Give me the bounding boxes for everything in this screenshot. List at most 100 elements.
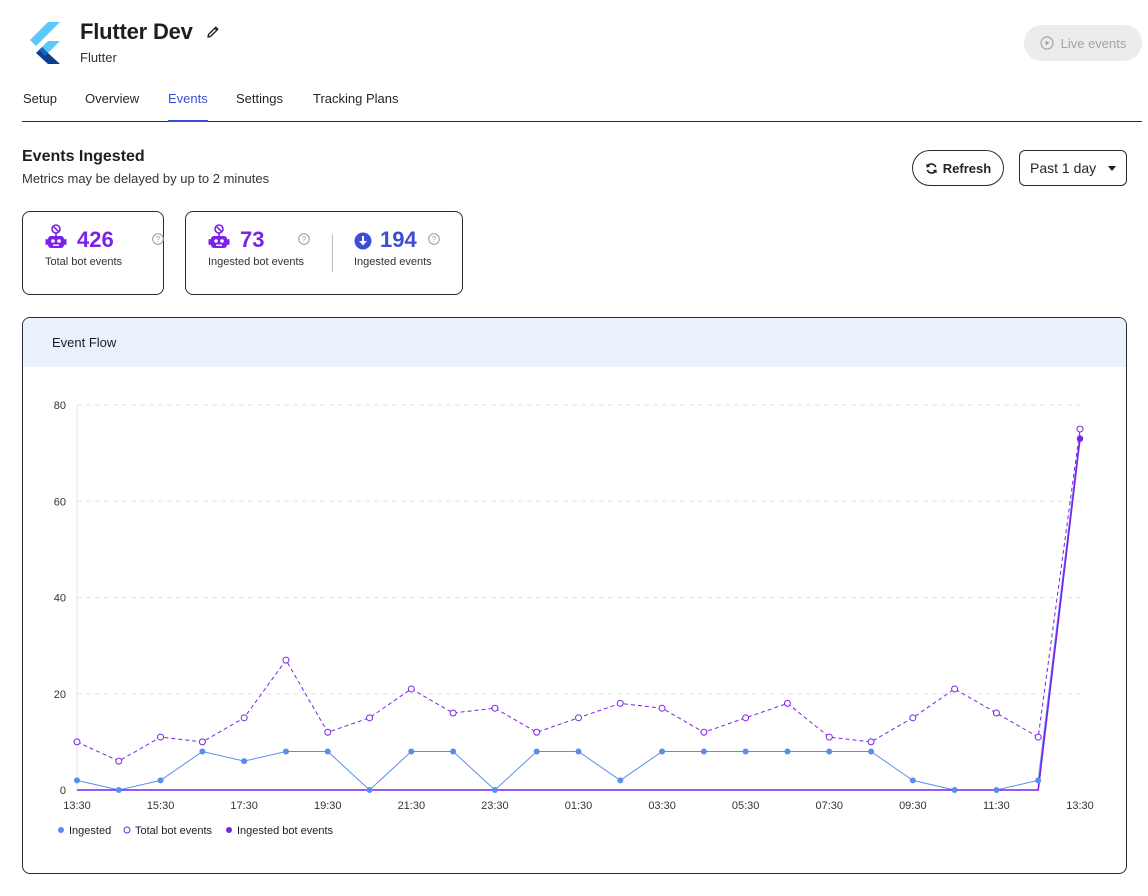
x-tick-label: 17:30	[230, 800, 258, 812]
ingested-value: 194	[380, 227, 417, 252]
svg-text:?: ?	[156, 235, 161, 244]
x-tick-label: 05:30	[732, 800, 760, 812]
total-bot-card: 426 ? Total bot events	[22, 211, 164, 295]
total-bot-point	[992, 709, 1000, 717]
y-tick-label: 60	[54, 496, 66, 508]
tab-overview[interactable]: Overview	[85, 91, 140, 106]
total-bot-point	[1076, 425, 1084, 433]
ingested-point	[199, 748, 206, 755]
total-bot-point	[742, 714, 750, 722]
legend-marker	[226, 827, 232, 833]
chart-title: Event Flow	[52, 335, 117, 350]
help-icon[interactable]: ?	[428, 233, 440, 245]
event-flow-chart: 0 20 40 60 80 13:30 15:30 17:30 19:30 21:30 23:30 0…	[54, 400, 1094, 837]
tab-events[interactable]: Events	[168, 91, 208, 122]
ingested-point	[575, 748, 582, 755]
help-icon[interactable]: ?	[298, 233, 310, 245]
ingested-point	[450, 748, 457, 755]
time-range-select[interactable]: Past 1 day	[1019, 150, 1127, 186]
series-total-bot-line	[76, 429, 1081, 762]
app-title: Flutter Dev	[80, 19, 193, 44]
metric-ingested-bot: 73 ? Ingested bot events	[208, 224, 332, 284]
event-flow-card: Event Flow 0 20 40 60 80 13:30 15:30 17:30 19:30…	[22, 317, 1127, 874]
x-tick-label: 15:30	[147, 800, 175, 812]
x-tick-label: 23:30	[481, 800, 509, 812]
y-tick-label: 80	[54, 400, 66, 412]
chart-header: Event Flow	[23, 318, 1126, 367]
metric-ingested: 194 ? Ingested events	[354, 224, 458, 284]
ingested-point	[241, 758, 248, 765]
refresh-button[interactable]: Refresh	[912, 150, 1004, 186]
legend-marker	[123, 826, 131, 834]
ingested-bot-point	[1076, 435, 1084, 442]
legend-marker	[58, 827, 64, 833]
x-tick-label: 13:30	[1066, 800, 1094, 812]
x-tick-label: 09:30	[899, 800, 927, 812]
total-bot-point	[909, 714, 917, 722]
total-bot-point	[700, 728, 708, 736]
total-bot-point	[115, 757, 123, 765]
total-bot-point	[157, 733, 165, 741]
live-events-label: Live events	[1060, 35, 1127, 51]
total-bot-point	[73, 738, 81, 746]
refresh-label: Refresh	[942, 160, 992, 176]
chevron-down-icon	[1108, 166, 1116, 171]
ingested-point	[993, 787, 1000, 793]
time-range-value: Past 1 day	[1030, 160, 1097, 176]
x-tick-label: 01:30	[565, 800, 593, 812]
legend-label: Ingested bot events	[237, 825, 334, 837]
series-ingested-line	[76, 433, 1081, 791]
ingested-point	[826, 748, 833, 755]
x-tick-label: 11:30	[983, 800, 1010, 812]
section-title: Events Ingested	[22, 148, 145, 165]
ingested-point	[659, 748, 666, 755]
y-tick-label: 40	[54, 593, 66, 605]
y-tick-label: 0	[60, 785, 66, 797]
ingested-point	[1035, 777, 1042, 784]
ingested-point	[700, 748, 707, 755]
ingested-point	[617, 777, 624, 784]
ingested-label: Ingested events	[354, 256, 432, 268]
ingested-point	[282, 748, 289, 755]
ingested-point	[491, 787, 498, 793]
x-tick-label: 21:30	[398, 800, 426, 812]
total-bot-point	[1034, 733, 1042, 741]
ingested-bot-label: Ingested bot events	[208, 256, 305, 268]
ingested-card: 73 ? Ingested bot events 194 ? Ingested …	[185, 211, 463, 295]
total-bot-point	[825, 733, 833, 741]
ingested-point	[74, 777, 80, 784]
live-events-button[interactable]: Live events	[1024, 25, 1142, 61]
total-bot-point	[449, 709, 457, 717]
metric-divider	[332, 234, 333, 272]
x-tick-label: 19:30	[314, 800, 342, 812]
total-bot-point	[240, 714, 248, 722]
ingested-point	[157, 777, 164, 784]
total-bot-point	[407, 685, 415, 693]
x-tick-label: 03:30	[648, 800, 676, 812]
play-circle-icon	[1040, 36, 1054, 50]
flutter-logo-icon	[30, 22, 60, 64]
ingested-point	[951, 787, 958, 793]
tab-settings[interactable]: Settings	[236, 91, 283, 106]
total-bot-label: Total bot events	[45, 256, 123, 268]
svg-text:?: ?	[432, 235, 437, 244]
download-circle-icon	[354, 232, 372, 250]
platform-label: Flutter	[80, 50, 117, 65]
total-bot-point	[282, 656, 290, 664]
help-icon[interactable]: ?	[152, 233, 164, 245]
total-bot-point	[491, 704, 499, 712]
legend-label: Total bot events	[135, 825, 213, 837]
robot-icon	[45, 224, 67, 248]
refresh-icon	[926, 162, 937, 174]
pencil-edit-icon[interactable]	[205, 24, 221, 40]
legend-label: Ingested	[69, 825, 111, 837]
total-bot-point	[658, 704, 666, 712]
tab-setup[interactable]: Setup	[23, 91, 57, 106]
ingested-point	[533, 748, 540, 755]
ingested-point	[366, 787, 373, 793]
tab-tracking-plans[interactable]: Tracking Plans	[313, 91, 399, 106]
series-ingested-bot-line	[77, 438, 1081, 791]
ingested-point	[784, 748, 791, 755]
ingested-point	[408, 748, 415, 755]
ingested-point	[115, 787, 122, 793]
